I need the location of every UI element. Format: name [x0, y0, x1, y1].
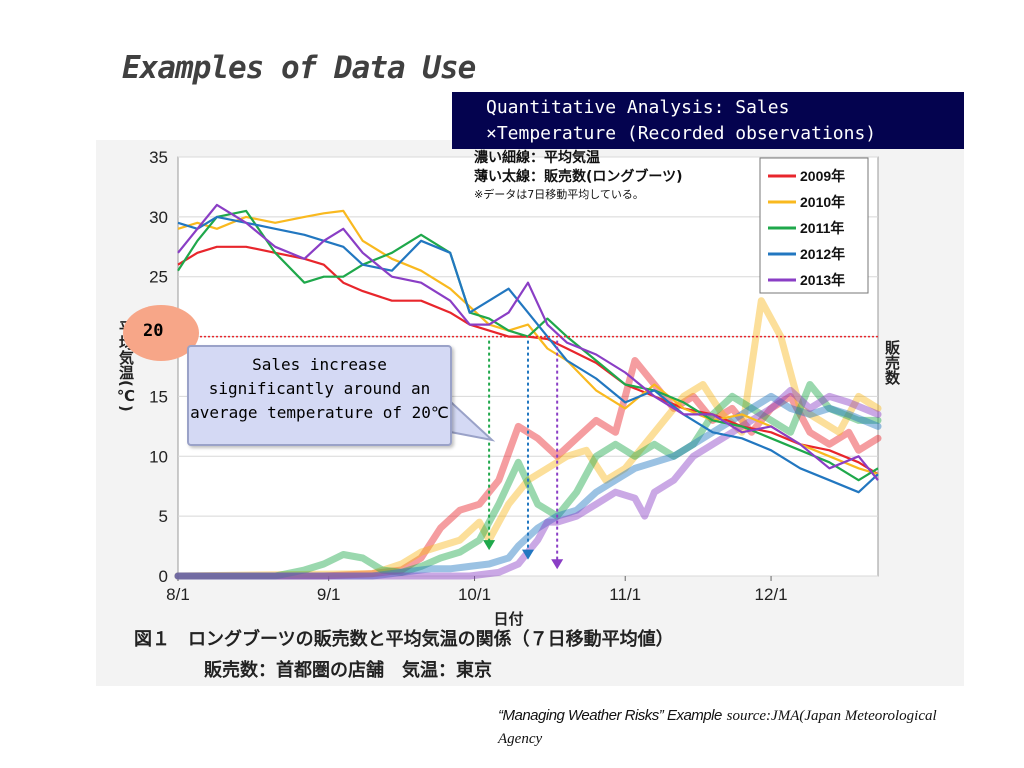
- chart-figure: 051015202530358/19/110/111/112/1日付平均気温(℃…: [96, 140, 964, 686]
- slide-title: Examples of Data Use: [122, 50, 476, 86]
- x-tick-label: 12/1: [755, 585, 788, 604]
- x-axis-label: 日付: [494, 610, 524, 628]
- highlight-20-label: 20: [143, 321, 164, 341]
- temperature-line: [177, 203, 879, 481]
- y-tick-label: 15: [149, 387, 168, 406]
- y-tick-label: 10: [149, 447, 168, 466]
- legend-label: 2011年: [800, 220, 844, 236]
- temperature-line: [177, 215, 879, 494]
- banner-line-1: Quantitative Analysis: Sales: [486, 97, 790, 118]
- x-tick-label: 10/1: [458, 585, 491, 604]
- legend-label: 2009年: [800, 168, 845, 184]
- chart-legend: 2009年 2010年 2011年 2012年 2013年: [759, 157, 869, 294]
- x-tick-label: 11/1: [609, 585, 641, 604]
- legend-label: 2010年: [800, 194, 845, 210]
- arrow-head: [483, 540, 496, 551]
- arrow-head: [551, 559, 564, 570]
- sales-line: [174, 392, 882, 580]
- chart-note-line: 薄い太線：販売数(ロングブーツ): [474, 168, 683, 185]
- banner-line-2: ×Temperature (Recorded observations): [486, 123, 877, 144]
- caption-example: “Managing Weather Risks” Example: [498, 707, 722, 724]
- chart-note-line: ※データは7日移動平均している。: [474, 187, 644, 201]
- chart-note-line: 濃い細線：平均気温: [474, 149, 600, 166]
- y-tick-label: 5: [159, 507, 168, 526]
- figure-caption-line-2: 販売数：首都圏の店舗 気温：東京: [204, 659, 492, 681]
- x-tick-label: 9/1: [317, 585, 341, 604]
- y-tick-label: 25: [149, 268, 168, 287]
- sales-line: [174, 381, 882, 580]
- sales-line: [174, 297, 882, 580]
- legend-label: 2012年: [800, 246, 845, 262]
- y-axis-label-right: 販売数: [883, 339, 901, 386]
- arrow-head: [522, 549, 534, 560]
- legend-label: 2013年: [800, 272, 845, 288]
- y-tick-label: 30: [149, 208, 168, 227]
- figure-caption-line-1: 図１ ロングブーツの販売数と平均気温の関係（７日移動平均値）: [134, 628, 674, 650]
- x-tick-label: 8/1: [166, 585, 190, 604]
- callout-box: Sales increase significantly around an a…: [187, 345, 452, 446]
- y-tick-label: 0: [159, 567, 168, 586]
- highlight-20-circle: 20: [123, 305, 199, 361]
- caption-source: source:JMA(Japan Meteorological Agency: [498, 708, 937, 747]
- y-tick-label: 35: [149, 148, 168, 167]
- analysis-banner: Quantitative Analysis: Sales ×Temperatur…: [452, 92, 964, 149]
- slide-caption: “Managing Weather Risks” Example source:…: [498, 704, 938, 750]
- legend-box: [759, 157, 869, 294]
- sales-line: [174, 357, 882, 580]
- temperature-sales-chart: 051015202530358/19/110/111/112/1日付平均気温(℃…: [117, 148, 901, 681]
